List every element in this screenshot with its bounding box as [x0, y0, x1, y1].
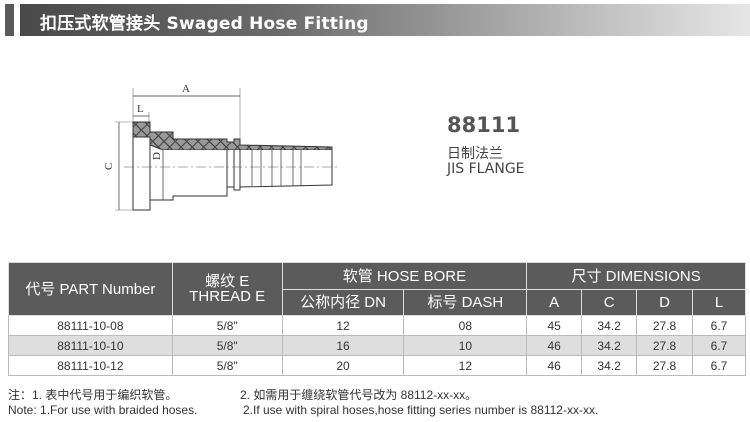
- cell-dash: 10: [403, 335, 528, 356]
- page-title: 扣压式软管接头 Swaged Hose Fitting: [40, 14, 369, 34]
- header-bar: [20, 4, 750, 36]
- cell-c: 34.2: [581, 355, 638, 376]
- cell-part: 88111-10-10: [8, 335, 173, 356]
- cell-part: 88111-10-12: [8, 355, 173, 376]
- cell-a: 46: [526, 355, 583, 376]
- header-hose-bore: 软管 HOSE BORE: [281, 262, 528, 290]
- cell-d: 27.8: [636, 335, 694, 356]
- note-cn-1: 注：1. 表中代号用于编织软管。: [8, 388, 178, 402]
- cell-l: 6.7: [692, 335, 746, 356]
- product-name-en: JIS FLANGE: [447, 161, 525, 177]
- label-a: A: [182, 83, 190, 95]
- label-c: C: [103, 163, 115, 170]
- cell-c: 34.2: [581, 335, 638, 356]
- note-cn-2: 2. 如需用于缠绕软管代号改为 88112-xx-xx。: [240, 388, 478, 402]
- cell-thread: 5/8": [171, 355, 283, 376]
- cell-d: 27.8: [636, 355, 694, 376]
- product-model: 88111: [447, 113, 521, 137]
- cell-l: 6.7: [692, 355, 746, 376]
- header-dn: 公称内径 DN: [281, 289, 405, 316]
- table-row: 88111-10-10 5/8" 16 10 46 34.2 27.8 6.7: [8, 335, 746, 356]
- header-a: A: [526, 289, 583, 316]
- label-d: D: [151, 152, 163, 160]
- table-row: 88111-10-08 5/8" 12 08 45 34.2 27.8 6.7: [8, 315, 746, 336]
- header-accent: [5, 4, 14, 36]
- note-en-2: 2.If use with spiral hoses,hose fitting …: [243, 403, 599, 417]
- cell-part: 88111-10-08: [8, 315, 173, 336]
- table-row: 88111-10-12 5/8" 20 12 46 34.2 27.8 6.7: [8, 355, 746, 376]
- cell-c: 34.2: [581, 315, 638, 336]
- note-en-1: Note: 1.For use with braided hoses.: [8, 403, 198, 417]
- cell-dash: 12: [403, 355, 528, 376]
- header-thread: 螺纹 E THREAD E: [171, 262, 283, 316]
- header-part-number: 代号 PART Number: [8, 262, 173, 316]
- product-name-cn: 日制法兰: [447, 146, 503, 162]
- header-l: L: [692, 289, 746, 316]
- header-c: C: [581, 289, 638, 316]
- cell-l: 6.7: [692, 315, 746, 336]
- cell-thread: 5/8": [171, 335, 283, 356]
- header-dash: 标号 DASH: [403, 289, 528, 316]
- spec-table: 代号 PART Number 螺纹 E THREAD E 软管 HOSE BORE…: [8, 262, 746, 376]
- label-l: L: [137, 103, 144, 115]
- cell-thread: 5/8": [171, 315, 283, 336]
- header-d: D: [636, 289, 694, 316]
- cell-d: 27.8: [636, 315, 694, 336]
- cell-dn: 12: [281, 315, 405, 336]
- cell-dn: 20: [281, 355, 405, 376]
- cell-a: 45: [526, 315, 583, 336]
- cell-dn: 16: [281, 335, 405, 356]
- header-dimensions: 尺寸 DIMENSIONS: [526, 262, 746, 290]
- header-thread-en: THREAD E: [189, 288, 266, 305]
- header-thread-cn: 螺纹 E: [205, 273, 250, 290]
- cell-dash: 08: [403, 315, 528, 336]
- cell-a: 46: [526, 335, 583, 356]
